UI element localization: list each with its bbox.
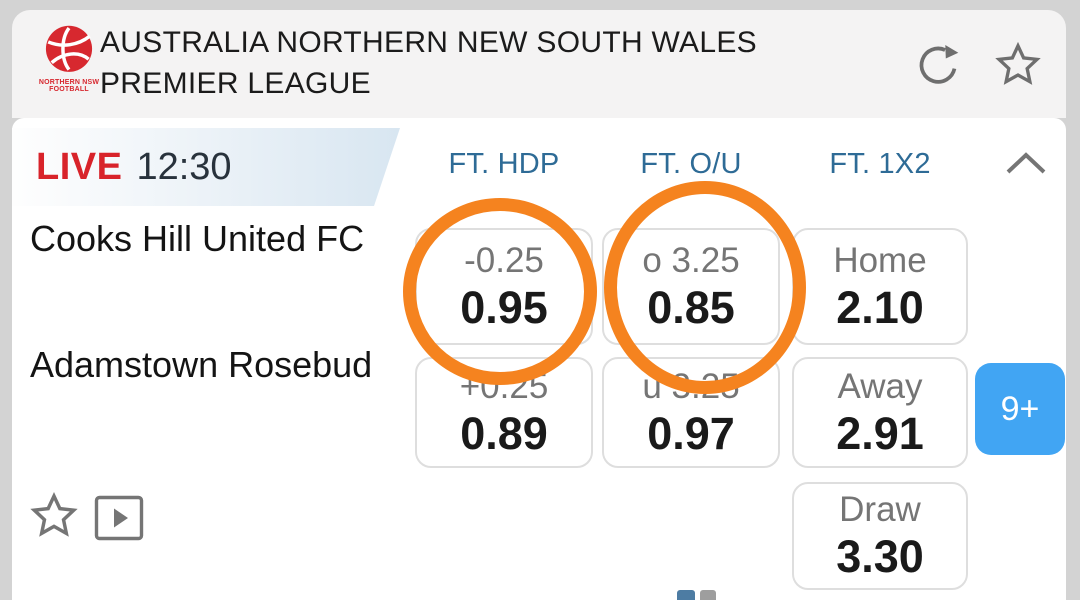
next-row-partial <box>664 590 734 600</box>
favorite-league-button[interactable] <box>993 40 1043 90</box>
odds-line-under: u 3.25 <box>642 366 740 406</box>
league-title-line1: AUSTRALIA NORTHERN NEW SOUTH WALES <box>100 26 757 59</box>
chevron-up-icon <box>1006 151 1046 173</box>
match-time: 12:30 <box>136 145 232 188</box>
refresh-button[interactable] <box>913 40 963 90</box>
home-team-name[interactable]: Cooks Hill United FC <box>30 218 365 259</box>
refresh-icon <box>919 45 959 84</box>
odds-price-1x2-draw: 3.30 <box>836 531 924 582</box>
odds-button-1x2-home[interactable]: Home 2.10 <box>792 228 968 345</box>
play-video-icon <box>94 495 144 541</box>
odds-line-hdp-home: -0.25 <box>464 240 544 280</box>
league-title-line2: PREMIER LEAGUE <box>100 67 371 100</box>
odds-price-hdp-home: 0.95 <box>460 281 548 333</box>
column-header-ft-ou: FT. O/U <box>640 148 742 180</box>
partial-text-mark <box>677 590 695 600</box>
odds-price-over: 0.85 <box>647 281 735 333</box>
league-logo: NORTHERN NSW FOOTBALL <box>36 22 102 110</box>
odds-button-1x2-away[interactable]: Away 2.91 <box>792 357 968 468</box>
match-row: LIVE 12:30 FT. HDP FT. O/U FT. 1X2 Cooks… <box>12 118 1066 600</box>
favorite-match-button[interactable] <box>28 490 80 542</box>
star-icon <box>30 491 78 537</box>
partial-text-mark <box>700 590 716 600</box>
odds-price-1x2-home: 2.10 <box>836 281 924 333</box>
odds-button-1x2-draw[interactable]: Draw 3.30 <box>792 482 968 590</box>
odds-price-under: 0.97 <box>647 407 735 459</box>
odds-line-1x2-away: Away <box>837 366 923 406</box>
live-stream-button[interactable] <box>94 495 144 541</box>
live-badge: LIVE <box>36 145 123 188</box>
league-logo-caption: NORTHERN NSW FOOTBALL <box>38 79 100 93</box>
live-time-banner: LIVE 12:30 <box>12 128 400 206</box>
odds-line-hdp-away: +0.25 <box>459 366 549 406</box>
column-header-ft-hdp: FT. HDP <box>448 148 560 180</box>
odds-button-over[interactable]: o 3.25 0.85 <box>602 228 780 345</box>
league-title: AUSTRALIA NORTHERN NEW SOUTH WALES PREMI… <box>100 22 840 104</box>
odds-price-hdp-away: 0.89 <box>460 407 548 459</box>
soccer-ball-logo-icon <box>45 25 93 72</box>
odds-line-1x2-draw: Draw <box>839 490 921 529</box>
away-team-name[interactable]: Adamstown Rosebud <box>30 344 373 385</box>
odds-button-hdp-home[interactable]: -0.25 0.95 <box>415 228 593 345</box>
star-icon <box>995 41 1041 85</box>
odds-price-1x2-away: 2.91 <box>836 407 924 459</box>
column-header-ft-1x2: FT. 1X2 <box>829 148 931 180</box>
odds-line-1x2-home: Home <box>833 240 927 280</box>
more-markets-button[interactable]: 9+ <box>975 363 1065 455</box>
league-header: NORTHERN NSW FOOTBALL AUSTRALIA NORTHERN… <box>12 10 1066 118</box>
odds-line-over: o 3.25 <box>642 240 740 280</box>
odds-button-under[interactable]: u 3.25 0.97 <box>602 357 780 468</box>
odds-button-hdp-away[interactable]: +0.25 0.89 <box>415 357 593 468</box>
collapse-league-button[interactable] <box>996 144 1056 184</box>
